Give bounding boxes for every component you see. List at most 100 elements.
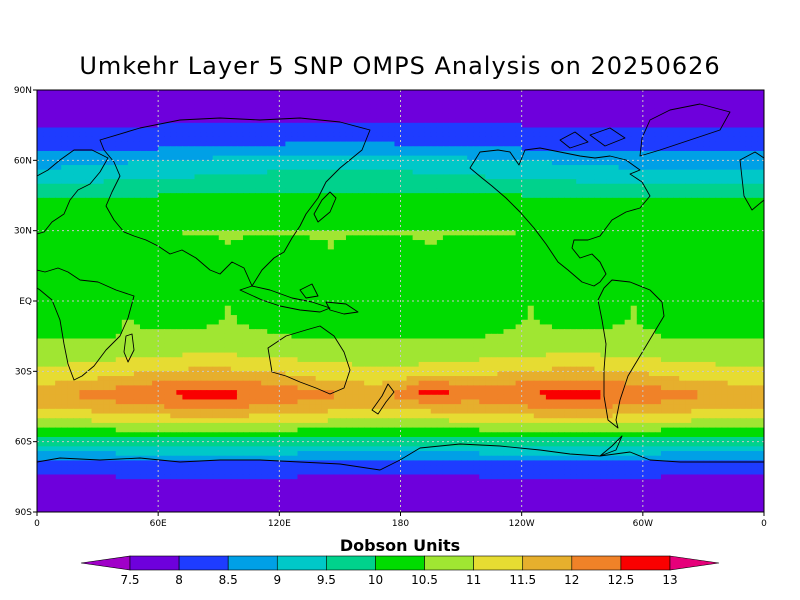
field-cell <box>400 169 408 175</box>
field-cell <box>679 258 686 265</box>
field-cell <box>485 225 492 232</box>
field-cell <box>430 207 438 213</box>
field-cell <box>242 146 250 152</box>
field-cell <box>242 193 250 199</box>
field-cell <box>673 254 680 260</box>
field-cell <box>727 90 735 96</box>
field-cell <box>212 277 220 283</box>
field-cell <box>491 197 499 204</box>
field-cell <box>176 90 183 96</box>
field-cell <box>673 197 680 204</box>
field-cell <box>242 136 250 143</box>
field-cell <box>358 197 365 204</box>
field-cell <box>170 202 177 208</box>
field-cell <box>188 141 196 147</box>
field-cell <box>497 221 505 227</box>
field-cell <box>539 216 547 222</box>
field-cell <box>273 211 280 218</box>
field-cell <box>751 127 759 133</box>
field-cell <box>558 113 565 119</box>
field-cell <box>164 169 171 175</box>
field-cell <box>394 179 402 185</box>
field-cell <box>600 249 608 255</box>
field-cell <box>206 221 214 227</box>
field-cell <box>388 235 396 241</box>
field-cell <box>285 230 293 236</box>
field-cell <box>436 277 444 283</box>
field-cell <box>654 174 662 180</box>
field-cell <box>152 202 159 208</box>
field-cell <box>212 99 220 105</box>
field-cell <box>152 240 159 246</box>
field-cell <box>594 160 602 166</box>
field-cell <box>703 216 711 222</box>
field-cell <box>412 94 420 100</box>
field-cell <box>424 90 432 96</box>
field-cell <box>661 104 668 110</box>
field-cell <box>164 202 171 208</box>
field-cell <box>721 165 729 171</box>
field-cell <box>667 263 674 269</box>
field-cell <box>61 207 68 213</box>
field-cell <box>182 193 190 199</box>
field-cell <box>303 136 311 143</box>
field-cell <box>424 282 432 288</box>
field-cell <box>576 113 583 119</box>
field-cell <box>164 277 171 283</box>
field-cell <box>703 141 711 147</box>
field-cell <box>139 160 147 166</box>
field-cell <box>230 230 238 236</box>
field-cell <box>230 118 238 124</box>
field-cell <box>745 160 753 166</box>
field-cell <box>255 165 262 171</box>
field-cell <box>158 146 165 152</box>
field-cell <box>315 211 323 218</box>
field-cell <box>436 249 444 255</box>
field-cell <box>364 240 371 246</box>
field-cell <box>382 197 389 204</box>
field-cell <box>382 136 389 143</box>
field-cell <box>327 230 335 236</box>
field-cell <box>170 216 177 222</box>
field-cell <box>564 216 571 222</box>
field-cell <box>400 183 408 190</box>
field-cell <box>73 277 81 283</box>
field-cell <box>212 90 220 96</box>
field-cell <box>176 118 183 124</box>
field-cell <box>273 193 280 199</box>
field-cell <box>442 240 450 246</box>
field-cell <box>109 249 117 255</box>
field-cell <box>636 258 644 265</box>
field-cell <box>691 193 698 199</box>
field-cell <box>648 240 656 246</box>
field-cell <box>515 160 523 166</box>
field-cell <box>715 207 723 213</box>
field-cell <box>745 127 753 133</box>
field-cell <box>394 90 402 96</box>
field-cell <box>642 207 650 213</box>
field-cell <box>424 150 432 157</box>
field-cell <box>382 118 389 124</box>
field-cell <box>685 146 692 152</box>
field-cell <box>55 230 62 236</box>
field-cell <box>697 108 705 115</box>
field-cell <box>37 258 44 265</box>
field-cell <box>352 141 359 147</box>
field-cell <box>630 235 638 241</box>
field-cell <box>133 179 141 185</box>
field-cell <box>206 169 214 175</box>
field-cell <box>267 221 274 227</box>
field-cell <box>576 225 583 232</box>
field-cell <box>109 235 117 241</box>
field-cell <box>188 249 196 255</box>
field-cell <box>85 90 93 96</box>
field-cell <box>339 113 347 119</box>
field-cell <box>461 211 468 218</box>
field-cell <box>648 277 656 283</box>
field-cell <box>624 277 632 283</box>
field-cell <box>521 90 529 96</box>
field-cell <box>364 254 371 260</box>
field-cell <box>297 146 305 152</box>
field-cell <box>691 249 698 255</box>
field-cell <box>606 108 614 115</box>
